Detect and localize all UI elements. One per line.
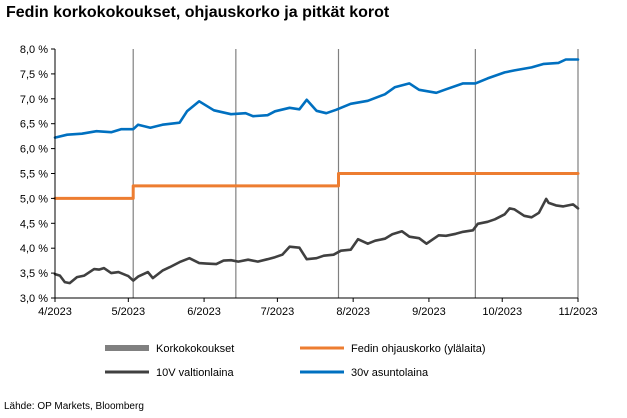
legend-item: Fedin ohjauskorko (ylälaita) (300, 343, 486, 355)
y-tick-label: 5,5 % (20, 169, 48, 181)
x-tick-label: 11/2023 (559, 306, 598, 318)
y-tick-label: 8,0 % (20, 44, 48, 56)
y-tick-label: 6,0 % (20, 144, 48, 156)
x-tick-label: 5/2023 (111, 306, 145, 318)
series-line (53, 172, 580, 200)
x-tick-label: 7/2023 (261, 306, 295, 318)
legend-label: Fedin ohjauskorko (ylälaita) (351, 343, 486, 355)
x-tick-label: 4/2023 (38, 306, 72, 318)
x-axis: 4/2023 5/2023 6/2023 7/2023 8/2023 9/2023 10/2… (38, 297, 598, 318)
series-3 (53, 58, 580, 139)
series-line (53, 58, 580, 139)
legend-item: 30v asuntolaina (300, 367, 429, 379)
x-tick-label: 8/2023 (336, 306, 370, 318)
series-line (53, 197, 580, 285)
y-tick-label: 5,0 % (20, 193, 48, 205)
y-tick-label: 3,5 % (20, 268, 48, 280)
y-tick-label: 7,5 % (20, 69, 48, 81)
legend-item: 10V valtionlaina (105, 367, 235, 379)
legend-label: Korkokokoukset (156, 343, 234, 355)
y-tick-label: 4,5 % (20, 218, 48, 230)
x-tick-label: 6/2023 (187, 306, 221, 318)
x-tick-label: 10/2023 (482, 306, 522, 318)
y-axis: 3,0 % 3,5 % 4,0 % 4,5 % 5,0 % 5,5 % 6,0 % 6,5 %… (20, 44, 56, 305)
plot-area (53, 49, 580, 298)
legend-label: 10V valtionlaina (156, 367, 235, 379)
y-tick-label: 3,0 % (20, 293, 48, 305)
legend-item: Korkokokoukset (105, 343, 234, 355)
y-tick-label: 6,5 % (20, 119, 48, 131)
source-note: Lähde: OP Markets, Bloomberg (4, 401, 144, 412)
series-1 (53, 172, 580, 200)
chart-title: Fedin korkokokoukset, ohjauskorko ja pit… (6, 4, 390, 21)
x-tick-label: 9/2023 (412, 306, 446, 318)
y-tick-label: 4,0 % (20, 243, 48, 255)
y-tick-label: 7,0 % (20, 94, 48, 106)
series-2 (53, 197, 580, 285)
legend-label: 30v asuntolaina (351, 367, 429, 379)
legend: Korkokokoukset Fedin ohjauskorko (ylälait… (105, 343, 486, 379)
